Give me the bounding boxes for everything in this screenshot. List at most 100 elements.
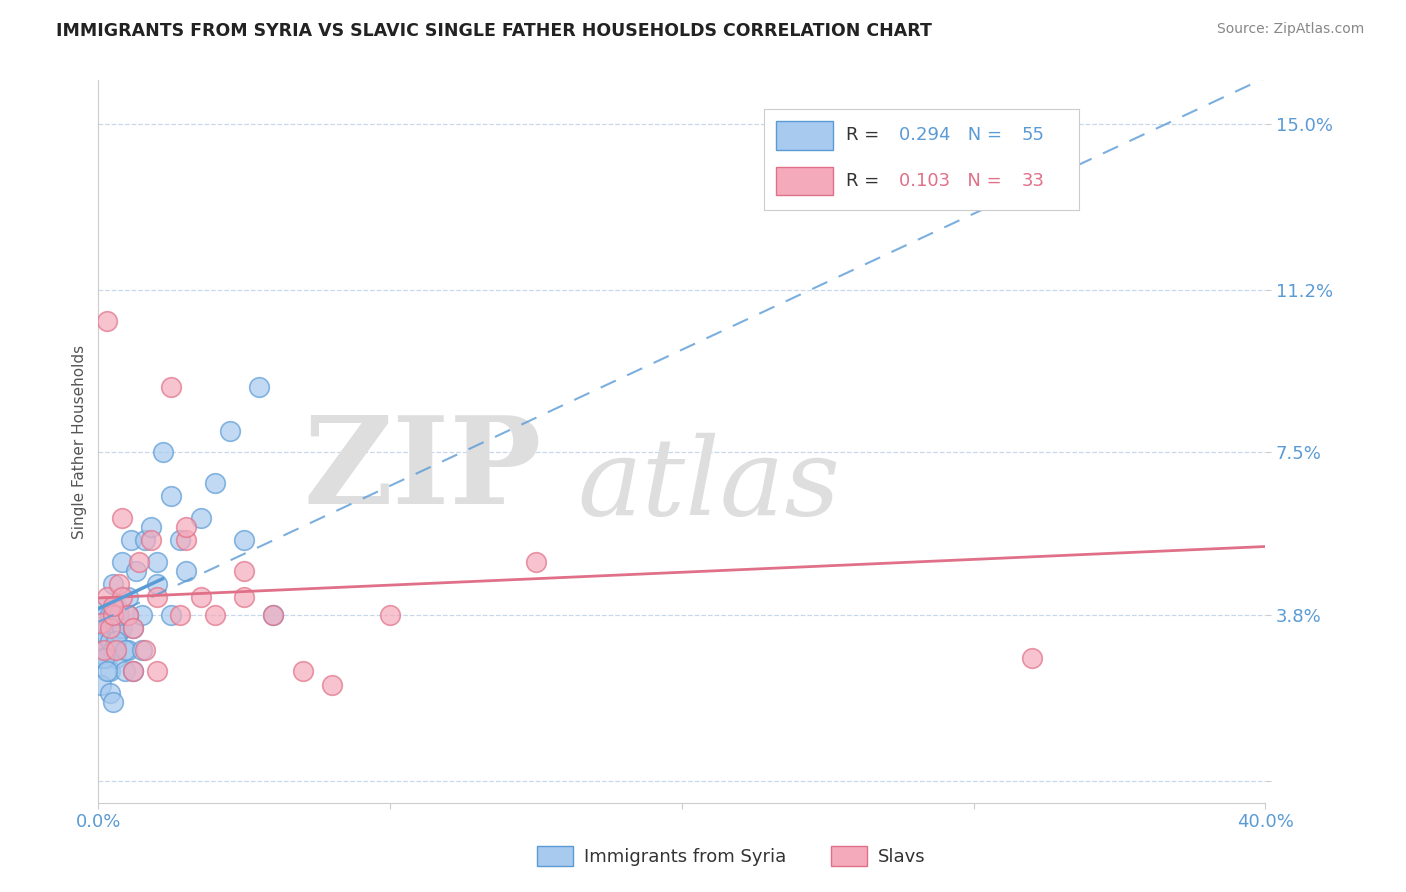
FancyBboxPatch shape — [776, 167, 832, 195]
Point — [93, 607, 115, 622]
Point — [90, 616, 112, 631]
Point — [131, 642, 153, 657]
Text: ZIP: ZIP — [304, 411, 541, 530]
Point — [146, 665, 169, 679]
Point — [139, 533, 162, 547]
Point — [104, 651, 127, 665]
Text: 33: 33 — [1022, 172, 1045, 190]
Point — [101, 607, 124, 622]
Point — [108, 625, 131, 640]
Point — [233, 564, 256, 578]
Point — [101, 695, 124, 709]
Point — [174, 520, 197, 534]
Y-axis label: Single Father Households: Single Father Households — [72, 344, 87, 539]
Point — [98, 633, 121, 648]
Point — [96, 590, 118, 604]
Point — [120, 533, 142, 547]
Point — [108, 607, 131, 622]
Point — [122, 621, 145, 635]
Text: R =: R = — [845, 127, 884, 145]
Point — [90, 677, 112, 691]
Text: atlas: atlas — [576, 433, 839, 538]
Point — [98, 665, 121, 679]
Point — [117, 607, 139, 622]
Point — [117, 590, 139, 604]
Point — [96, 665, 118, 679]
Point — [160, 380, 183, 394]
Point — [101, 607, 124, 622]
Point — [122, 665, 145, 679]
Point — [125, 564, 148, 578]
Point — [262, 607, 284, 622]
Point — [247, 380, 270, 394]
Text: 0.103   N =: 0.103 N = — [898, 172, 1008, 190]
Point — [111, 590, 134, 604]
Point — [174, 564, 197, 578]
Point — [524, 555, 547, 569]
Point — [108, 577, 131, 591]
Point — [101, 599, 124, 613]
Point — [104, 599, 127, 613]
Point — [321, 677, 343, 691]
Point — [204, 607, 226, 622]
Point — [108, 607, 131, 622]
Point — [90, 651, 112, 665]
Point — [218, 424, 240, 438]
Point — [174, 533, 197, 547]
Point — [114, 665, 136, 679]
Point — [134, 533, 156, 547]
Text: IMMIGRANTS FROM SYRIA VS SLAVIC SINGLE FATHER HOUSEHOLDS CORRELATION CHART: IMMIGRANTS FROM SYRIA VS SLAVIC SINGLE F… — [56, 22, 932, 40]
Point — [98, 621, 121, 635]
Point — [93, 651, 115, 665]
Point — [104, 642, 127, 657]
Point — [128, 555, 150, 569]
Point — [104, 621, 127, 635]
Point — [233, 590, 256, 604]
Point — [96, 629, 118, 643]
Point — [131, 607, 153, 622]
Point — [291, 665, 314, 679]
Point — [233, 533, 256, 547]
Point — [114, 642, 136, 657]
Point — [101, 642, 124, 657]
Point — [160, 489, 183, 503]
Point — [169, 533, 191, 547]
Point — [122, 665, 145, 679]
Point — [122, 621, 145, 635]
Point — [93, 642, 115, 657]
Text: 0.294   N =: 0.294 N = — [898, 127, 1008, 145]
Point — [262, 607, 284, 622]
Point — [96, 621, 118, 635]
Point — [146, 577, 169, 591]
Point — [111, 621, 134, 635]
Point — [90, 633, 112, 648]
Point — [117, 607, 139, 622]
Point — [190, 511, 212, 525]
Point — [117, 642, 139, 657]
Point — [104, 633, 127, 648]
Text: 55: 55 — [1022, 127, 1045, 145]
Point — [139, 520, 162, 534]
Point — [93, 599, 115, 613]
Point — [152, 445, 174, 459]
Point — [169, 607, 191, 622]
Point — [96, 651, 118, 665]
Point — [101, 577, 124, 591]
Point — [204, 476, 226, 491]
Point — [98, 607, 121, 622]
Point — [134, 642, 156, 657]
Point — [90, 616, 112, 631]
Point — [93, 642, 115, 657]
Point — [146, 555, 169, 569]
Text: R =: R = — [845, 172, 884, 190]
Point — [146, 590, 169, 604]
Point — [96, 314, 118, 328]
Point — [160, 607, 183, 622]
Point — [1021, 651, 1043, 665]
Point — [111, 555, 134, 569]
Legend: Immigrants from Syria, Slavs: Immigrants from Syria, Slavs — [530, 839, 932, 873]
Point — [98, 686, 121, 700]
Point — [111, 511, 134, 525]
FancyBboxPatch shape — [776, 121, 832, 150]
Point — [378, 607, 402, 622]
